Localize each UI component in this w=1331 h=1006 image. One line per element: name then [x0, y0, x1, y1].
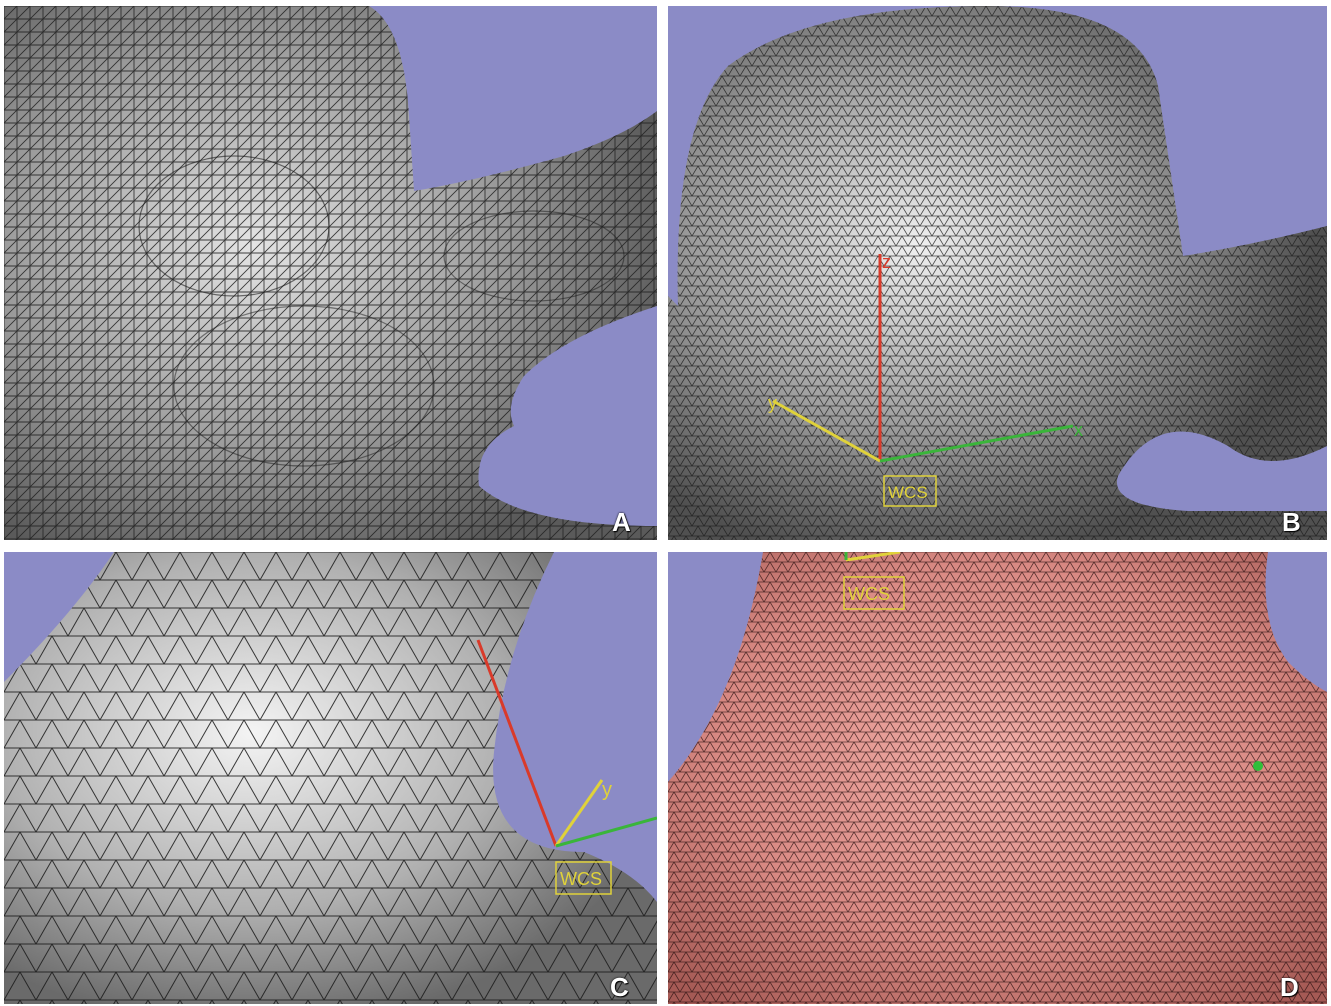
mesh-render-b: z y x WCS: [668, 6, 1327, 540]
panel-b: z y x WCS B: [668, 6, 1327, 540]
panel-c: y WCS C: [4, 552, 657, 1004]
selection-marker: [1253, 761, 1263, 771]
panel-d: WCS D: [668, 552, 1327, 1004]
panel-label-a: A: [612, 507, 631, 537]
wcs-label: WCS: [888, 483, 928, 502]
mesh-render-d: WCS: [668, 552, 1327, 1004]
wcs-axes: [476, 639, 657, 895]
axis-label-y: y: [768, 393, 777, 413]
wcs-axes: [843, 552, 905, 610]
wcs-axes: [772, 254, 1074, 507]
axis-label-y: y: [602, 779, 612, 801]
wcs-label: WCS: [848, 584, 890, 604]
panel-label-b: B: [1282, 507, 1301, 537]
panel-a: A: [4, 6, 657, 540]
axis-label-z: z: [882, 252, 891, 272]
panel-label-c: C: [610, 972, 629, 1002]
wcs-label: WCS: [560, 869, 602, 889]
mesh-render-c: y WCS: [4, 552, 657, 1004]
panel-label-d: D: [1280, 972, 1299, 1002]
mesh-render-a: [4, 6, 657, 540]
axis-label-x: x: [1074, 420, 1083, 440]
